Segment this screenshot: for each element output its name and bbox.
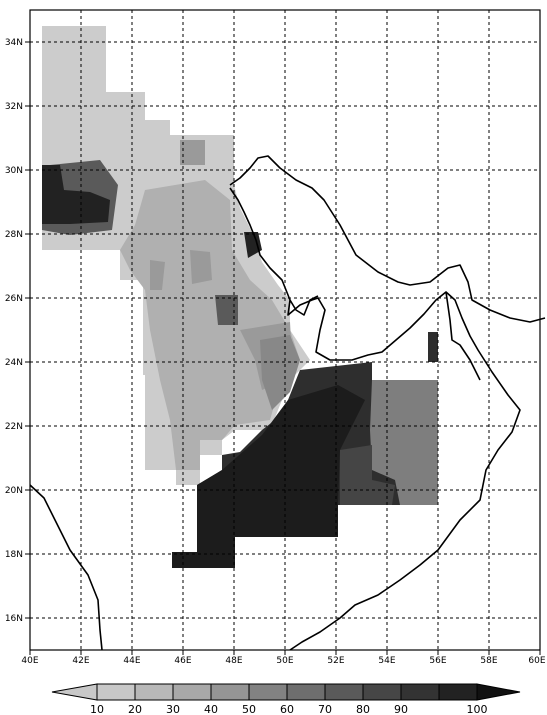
lat-tick-label: 30N	[5, 166, 23, 176]
coastline-arabia-west	[229, 187, 521, 651]
field-region-30	[120, 180, 300, 470]
colorbar-arrow-low	[51, 683, 98, 701]
coastline-red-sea-west	[29, 484, 103, 651]
lat-tick-label: 22N	[5, 422, 23, 432]
gridlines	[30, 10, 540, 650]
colorbar-label: 40	[204, 703, 218, 715]
field-region-80	[340, 445, 395, 505]
lat-tick-label: 18N	[5, 550, 23, 560]
lon-tick-label: 44E	[123, 656, 140, 666]
lat-tick-label: 32N	[5, 102, 23, 112]
lon-tick-label: 54E	[378, 656, 395, 666]
colorbar-bin	[362, 683, 402, 701]
lon-tick-label: 56E	[429, 656, 446, 666]
colorbar-label: 100	[467, 703, 488, 715]
colorbar-label: 90	[394, 703, 408, 715]
colorbar-arrow-high	[476, 683, 521, 701]
field-region-50	[260, 335, 300, 410]
lon-tick-label: 40E	[21, 656, 38, 666]
lon-tick-label: 60E	[528, 656, 545, 666]
lon-tick-label: 58E	[480, 656, 497, 666]
colorbar-label: 60	[280, 703, 294, 715]
colorbar-bin	[400, 683, 440, 701]
lat-tick-label: 20N	[5, 486, 23, 496]
colorbar-bin	[438, 683, 478, 701]
colorbar-label: 70	[318, 703, 332, 715]
colorbar-label: 30	[166, 703, 180, 715]
lon-tick-labels: 40E 42E 44E 46E 48E 50E 52E 54E 56E 58E …	[21, 656, 545, 666]
colorbar-label: 50	[242, 703, 256, 715]
colorbar-bin	[96, 683, 136, 701]
coastline-oman	[445, 291, 481, 381]
colorbar-label: 80	[356, 703, 370, 715]
lat-tick-label: 34N	[5, 38, 23, 48]
field-region-100-nw	[42, 165, 262, 258]
tick-marks	[25, 41, 541, 655]
colorbar: 10 20 30 40 50 60 70 80 90 100	[51, 683, 521, 715]
lat-tick-labels: 34N 32N 30N 28N 26N 24N 22N 20N 18N 16N	[5, 38, 23, 624]
field-region-40	[150, 140, 292, 390]
shaded-field	[42, 26, 438, 568]
colorbar-bin	[324, 683, 364, 701]
lat-tick-label: 26N	[5, 294, 23, 304]
colorbar-bin	[172, 683, 212, 701]
lon-tick-label: 52E	[327, 656, 344, 666]
lon-tick-label: 50E	[276, 656, 293, 666]
colorbar-bin	[248, 683, 288, 701]
colorbar-bin	[286, 683, 326, 701]
lat-tick-label: 16N	[5, 614, 23, 624]
lon-tick-label: 46E	[174, 656, 191, 666]
colorbar-bin	[134, 683, 174, 701]
lon-tick-label: 48E	[225, 656, 242, 666]
coastline-gulf-north	[229, 155, 546, 323]
field-region-100-s	[172, 385, 365, 568]
lon-tick-label: 42E	[72, 656, 89, 666]
colorbar-bin	[210, 683, 250, 701]
colorbar-label: 10	[90, 703, 104, 715]
lat-tick-label: 24N	[5, 358, 23, 368]
coastlines	[29, 155, 546, 651]
coastline-qatar	[289, 295, 319, 316]
colorbar-label: 20	[128, 703, 142, 715]
lat-tick-label: 28N	[5, 230, 23, 240]
